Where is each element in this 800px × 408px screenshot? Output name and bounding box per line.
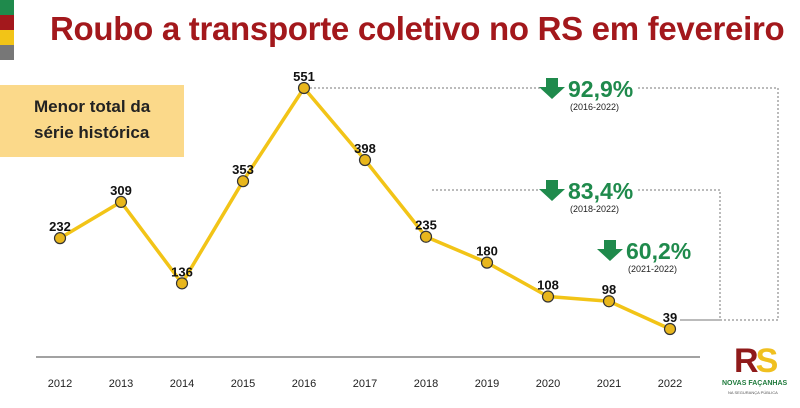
flag-strip-green xyxy=(0,0,14,15)
annotation: 92,9%(2016-2022) xyxy=(539,76,633,112)
data-point xyxy=(663,322,677,336)
x-tick-label: 2017 xyxy=(353,378,377,390)
data-label: 180 xyxy=(476,244,498,259)
flag-strip-gray xyxy=(0,45,14,60)
connector-line xyxy=(638,87,779,321)
data-point xyxy=(480,256,494,269)
data-point xyxy=(541,290,555,303)
data-label: 108 xyxy=(537,278,559,293)
flag-strip-red xyxy=(0,15,14,30)
decrease-percent: 92,9% xyxy=(568,76,633,102)
data-label: 232 xyxy=(49,219,71,234)
data-point xyxy=(114,195,128,209)
data-point xyxy=(53,232,67,245)
decrease-period: (2021-2022) xyxy=(628,264,677,274)
data-label: 98 xyxy=(602,282,616,297)
decrease-percent: 83,4% xyxy=(568,178,633,204)
arrow-down-icon xyxy=(539,78,565,99)
annotation: 83,4%(2018-2022) xyxy=(539,178,633,214)
x-tick-label: 2022 xyxy=(658,378,682,390)
x-tick-label: 2018 xyxy=(414,378,438,390)
data-point xyxy=(602,295,616,308)
data-label: 39 xyxy=(663,310,677,325)
data-label: 353 xyxy=(232,162,254,177)
data-label: 398 xyxy=(354,141,376,156)
arrow-down-icon xyxy=(597,240,623,261)
decrease-period: (2016-2022) xyxy=(570,102,619,112)
x-tick-label: 2012 xyxy=(48,378,72,390)
x-tick-label: 2013 xyxy=(109,378,133,390)
page-title: Roubo a transporte coletivo no RS em fev… xyxy=(50,10,785,47)
note-line-2: série histórica xyxy=(34,123,150,142)
x-tick-label: 2020 xyxy=(536,378,560,390)
connector-line xyxy=(638,189,721,321)
note-line-1: Menor total da xyxy=(34,97,151,116)
data-point xyxy=(175,277,189,290)
x-tick-label: 2016 xyxy=(292,378,316,390)
data-label: 235 xyxy=(415,218,437,233)
logo-rs: RS xyxy=(734,342,778,380)
x-tick-label: 2021 xyxy=(597,378,621,390)
logo-sub1: NOVAS FAÇANHAS xyxy=(722,380,788,387)
logo: RS NOVAS FAÇANHAS NA SEGURANÇA PÚBLICA xyxy=(722,342,792,402)
flag-strip-yellow xyxy=(0,30,14,45)
data-point xyxy=(358,153,372,167)
data-label: 136 xyxy=(171,264,193,279)
data-label: 309 xyxy=(110,183,132,198)
note-box: Menor total da série histórica xyxy=(0,85,184,157)
annotation: 60,2%(2021-2022) xyxy=(597,238,691,274)
arrow-down-icon xyxy=(539,180,565,201)
data-label: 551 xyxy=(293,69,315,84)
x-tick-label: 2015 xyxy=(231,378,255,390)
data-point xyxy=(419,230,433,243)
decrease-period: (2018-2022) xyxy=(570,204,619,214)
logo-sub2: NA SEGURANÇA PÚBLICA xyxy=(728,390,778,395)
decrease-percent: 60,2% xyxy=(626,238,691,264)
data-point xyxy=(236,175,250,188)
x-tick-label: 2014 xyxy=(170,378,194,390)
data-point xyxy=(297,81,311,95)
x-tick-label: 2019 xyxy=(475,378,499,390)
